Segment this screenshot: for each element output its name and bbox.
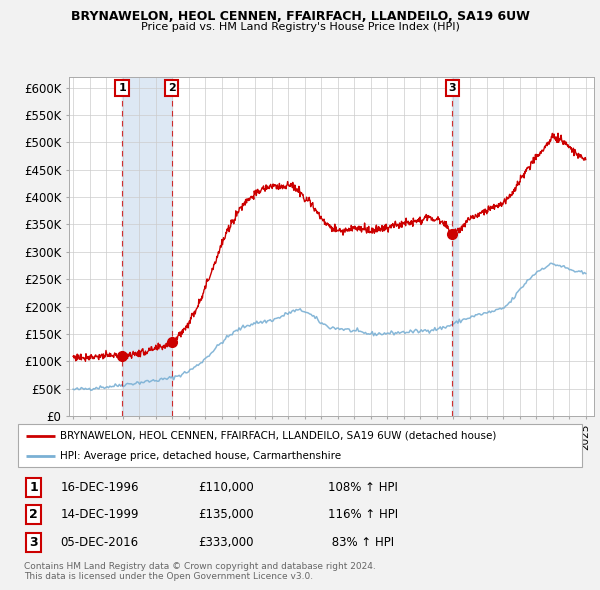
FancyBboxPatch shape bbox=[18, 424, 582, 467]
Text: £110,000: £110,000 bbox=[199, 481, 254, 494]
Text: Contains HM Land Registry data © Crown copyright and database right 2024.
This d: Contains HM Land Registry data © Crown c… bbox=[24, 562, 376, 581]
Text: Price paid vs. HM Land Registry's House Price Index (HPI): Price paid vs. HM Land Registry's House … bbox=[140, 22, 460, 32]
Text: 108% ↑ HPI: 108% ↑ HPI bbox=[328, 481, 398, 494]
Text: 2: 2 bbox=[29, 508, 38, 522]
Text: 116% ↑ HPI: 116% ↑ HPI bbox=[328, 508, 398, 522]
Text: £333,000: £333,000 bbox=[199, 536, 254, 549]
Text: 1: 1 bbox=[29, 481, 38, 494]
Text: BRYNAWELON, HEOL CENNEN, FFAIRFACH, LLANDEILO, SA19 6UW (detached house): BRYNAWELON, HEOL CENNEN, FFAIRFACH, LLAN… bbox=[60, 431, 497, 441]
Bar bbox=[122, 77, 172, 416]
Text: £135,000: £135,000 bbox=[199, 508, 254, 522]
Text: 05-DEC-2016: 05-DEC-2016 bbox=[60, 536, 139, 549]
Text: BRYNAWELON, HEOL CENNEN, FFAIRFACH, LLANDEILO, SA19 6UW: BRYNAWELON, HEOL CENNEN, FFAIRFACH, LLAN… bbox=[71, 10, 529, 23]
Bar bbox=[452, 77, 458, 416]
Text: 1: 1 bbox=[118, 83, 126, 93]
Text: HPI: Average price, detached house, Carmarthenshire: HPI: Average price, detached house, Carm… bbox=[60, 451, 341, 461]
Text: 3: 3 bbox=[448, 83, 456, 93]
Text: 16-DEC-1996: 16-DEC-1996 bbox=[60, 481, 139, 494]
Text: 14-DEC-1999: 14-DEC-1999 bbox=[60, 508, 139, 522]
Text: 83% ↑ HPI: 83% ↑ HPI bbox=[328, 536, 394, 549]
Text: 3: 3 bbox=[29, 536, 38, 549]
Text: 2: 2 bbox=[168, 83, 176, 93]
